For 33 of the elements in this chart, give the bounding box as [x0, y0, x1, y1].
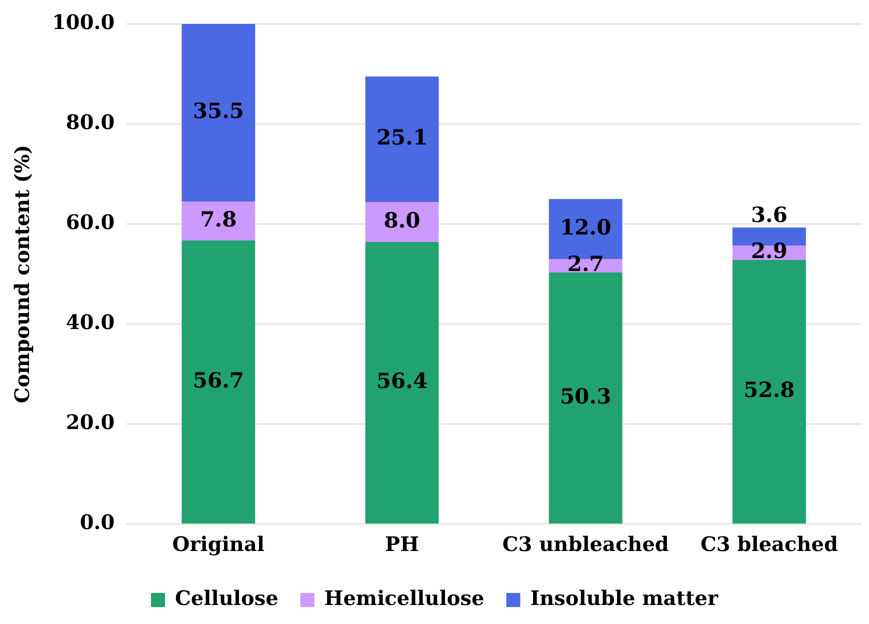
- y-tick-label: 60.0: [66, 210, 115, 234]
- y-tick-label: 80.0: [66, 110, 115, 134]
- data-label: 3.6: [750, 202, 788, 227]
- data-label: 7.8: [200, 206, 237, 232]
- data-label: 8.0: [384, 207, 420, 232]
- bar: [365, 242, 439, 524]
- bar: [548, 272, 622, 524]
- bar: [182, 240, 256, 524]
- bar: [182, 24, 256, 202]
- data-label: 50.3: [560, 383, 612, 408]
- x-tick-label: PH: [385, 532, 419, 556]
- x-tick-label: C3 unbleached: [502, 532, 669, 556]
- data-label: 25.1: [376, 124, 428, 150]
- bar: [182, 202, 256, 240]
- data-label: 56.7: [192, 367, 244, 392]
- data-label: 12.0: [560, 214, 612, 240]
- y-tick-label: 40.0: [66, 310, 115, 334]
- bar: [365, 76, 439, 202]
- data-label: 52.8: [744, 377, 795, 402]
- data-label: 35.5: [192, 98, 244, 124]
- x-tick-label: Original: [172, 532, 265, 556]
- x-tick-label: C3 bleached: [700, 532, 838, 556]
- y-tick-label: 0.0: [80, 510, 115, 534]
- y-tick-label: 100.0: [52, 10, 115, 34]
- y-tick-label: 20.0: [66, 410, 115, 434]
- legend-label: Cellulose: [174, 586, 278, 610]
- data-label: 56.4: [376, 368, 428, 394]
- bar: [732, 260, 806, 524]
- y-axis-title: Compound content (%): [10, 144, 34, 404]
- legend-label: Insoluble matter: [530, 586, 718, 610]
- data-label: 2.9: [750, 238, 788, 264]
- legend-label: Hemicellulose: [324, 586, 484, 610]
- data-label: 2.7: [567, 251, 604, 276]
